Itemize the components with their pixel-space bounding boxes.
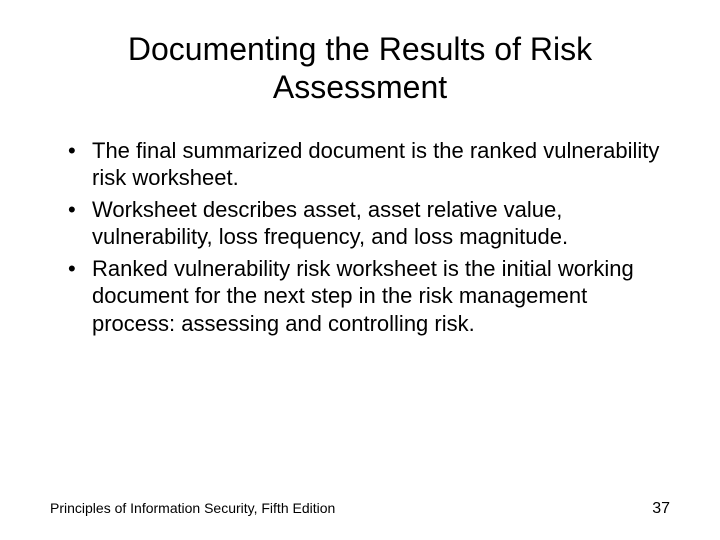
bullet-item: Worksheet describes asset, asset relativ… <box>68 196 670 251</box>
footer-source: Principles of Information Security, Fift… <box>50 500 335 516</box>
slide-title: Documenting the Results of Risk Assessme… <box>50 30 670 107</box>
slide-container: Documenting the Results of Risk Assessme… <box>0 0 720 540</box>
bullet-item: The final summarized document is the ran… <box>68 137 670 192</box>
page-number: 37 <box>652 500 670 518</box>
slide-footer: Principles of Information Security, Fift… <box>50 500 670 518</box>
bullet-item: Ranked vulnerability risk worksheet is t… <box>68 255 670 338</box>
bullet-list: The final summarized document is the ran… <box>50 137 670 342</box>
